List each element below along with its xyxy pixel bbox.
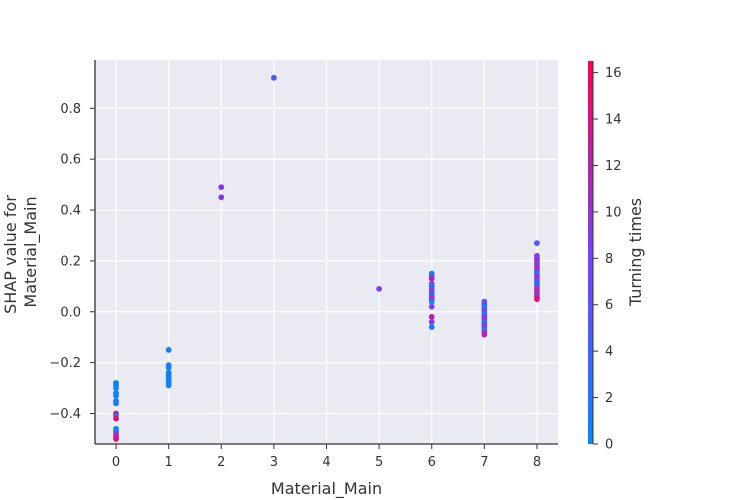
- x-tick-label: 0: [112, 455, 120, 470]
- x-tick-label: 1: [165, 455, 173, 470]
- colorbar-tick-label: 4: [605, 345, 613, 360]
- colorbar-tick-label: 0: [605, 438, 613, 453]
- data-point: [113, 415, 119, 422]
- colorbar-title: Turning times: [626, 198, 645, 307]
- x-tick-label: 3: [270, 455, 278, 470]
- y-axis-title: SHAP value for Material_Main: [1, 190, 41, 314]
- data-point: [218, 184, 225, 191]
- data-point: [376, 285, 383, 292]
- y-tick-label: 0.6: [60, 153, 81, 168]
- x-tick-label: 5: [375, 455, 383, 470]
- x-tick-label: 4: [322, 455, 330, 470]
- data-point: [428, 303, 435, 310]
- colorbar-tick-label: 8: [605, 252, 613, 267]
- data-point: [428, 298, 435, 305]
- x-tick-label: 2: [217, 455, 225, 470]
- data-point: [428, 313, 435, 320]
- colorbar-tick-label: 14: [605, 113, 622, 128]
- x-tick-label: 7: [480, 455, 488, 470]
- colorbar-tick-label: 12: [605, 159, 622, 174]
- data-point: [113, 392, 119, 399]
- y-tick-label: 0.2: [60, 254, 81, 269]
- y-tick-label: 0.0: [60, 305, 81, 320]
- colorbar-ticks: 0 2 4 6 8 10 12 14 16: [593, 66, 622, 453]
- data-point: [481, 331, 488, 338]
- y-tick-label: −0.2: [49, 356, 81, 371]
- data-point: [165, 347, 172, 353]
- data-point: [534, 240, 540, 246]
- grid-lines: [95, 60, 558, 444]
- x-axis-ticks: 0 1 2 3 4 5 6 7 8: [112, 444, 541, 470]
- data-point: [428, 324, 435, 330]
- y-axis-title-line-1: SHAP value for: [1, 195, 20, 314]
- data-point: [534, 296, 540, 302]
- data-point: [218, 194, 225, 201]
- x-axis-title: Material_Main: [271, 479, 382, 499]
- y-axis-ticks: −0.4 −0.2 0.0 0.2 0.4 0.6 0.8: [49, 102, 95, 422]
- x-tick-label: 8: [533, 455, 541, 470]
- colorbar-tick-label: 16: [605, 66, 622, 81]
- data-point: [165, 382, 172, 389]
- data-point: [113, 400, 119, 407]
- y-axis-title-line-2: Material_Main: [21, 196, 41, 307]
- data-points: [113, 74, 540, 442]
- data-point: [428, 319, 435, 325]
- data-point: [270, 74, 277, 81]
- data-point: [113, 385, 119, 391]
- y-tick-label: 0.8: [60, 102, 81, 117]
- data-point: [428, 275, 435, 282]
- y-tick-label: −0.4: [49, 407, 81, 422]
- y-tick-label: 0.4: [60, 204, 81, 219]
- data-point: [165, 364, 172, 371]
- colorbar-tick-label: 10: [605, 205, 622, 220]
- colorbar: [588, 61, 593, 444]
- colorbar-tick-label: 6: [605, 298, 613, 313]
- x-tick-label: 6: [428, 455, 436, 470]
- data-point: [113, 436, 119, 442]
- colorbar-tick-label: 2: [605, 391, 613, 406]
